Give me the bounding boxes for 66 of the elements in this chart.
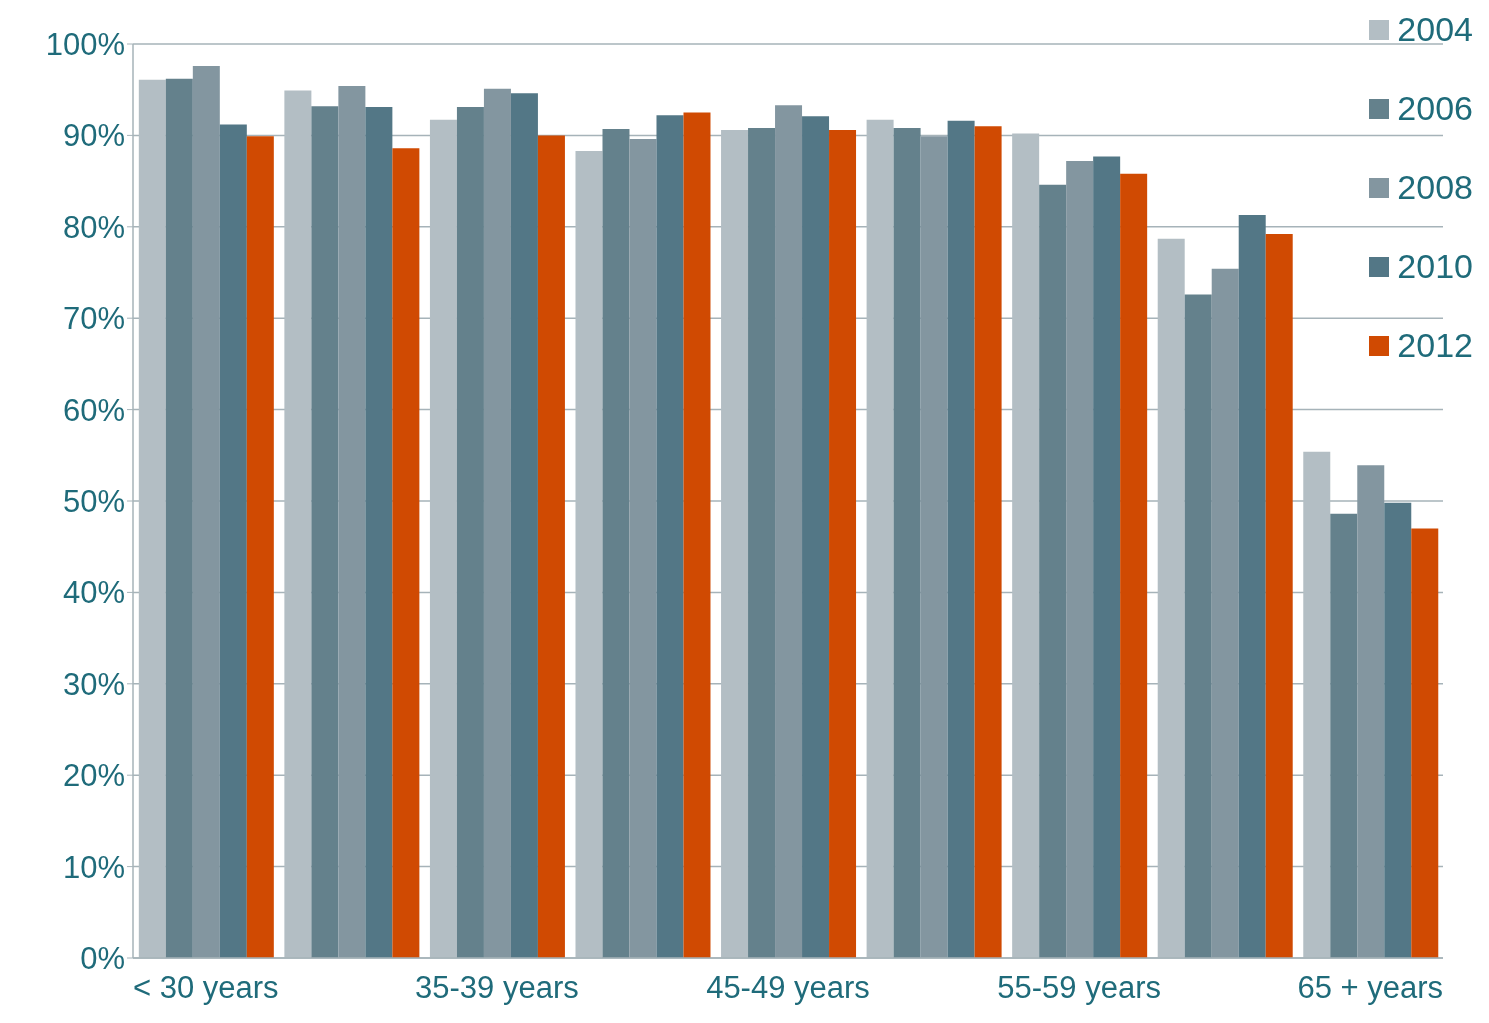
bar	[893, 128, 921, 958]
y-tick-label: 20%	[62, 758, 125, 794]
bar	[456, 107, 484, 958]
bar	[947, 120, 975, 958]
bar	[866, 119, 894, 958]
x-tick-label: < 30 years	[132, 970, 279, 1006]
bar	[537, 135, 565, 958]
bar	[1238, 214, 1266, 958]
y-tick-label: 40%	[62, 575, 125, 611]
bar	[311, 106, 339, 958]
bar	[165, 78, 193, 958]
y-tick-label: 100%	[45, 27, 125, 63]
y-tick-label: 80%	[62, 209, 125, 245]
bar	[748, 128, 776, 958]
bar	[920, 136, 948, 958]
y-tick-label: 50%	[62, 484, 125, 520]
bar	[1184, 294, 1212, 958]
bar	[1330, 513, 1358, 958]
bar	[246, 136, 274, 958]
x-tick-label: 65 + years	[1297, 970, 1444, 1006]
y-tick-label: 0%	[80, 941, 125, 977]
bar	[338, 86, 366, 958]
bar	[1265, 234, 1293, 958]
bar	[1357, 465, 1385, 958]
bar	[365, 107, 393, 958]
bar	[1012, 133, 1040, 958]
bar	[575, 150, 603, 958]
bar	[629, 139, 657, 958]
bar	[1303, 451, 1331, 958]
bar	[392, 148, 420, 958]
bar	[721, 129, 749, 958]
x-tick-label: 55-59 years	[997, 970, 1161, 1006]
bar	[974, 126, 1002, 958]
legend-label: 2010	[1397, 247, 1473, 286]
bar	[429, 119, 457, 958]
bar	[775, 105, 803, 958]
bar	[1066, 160, 1094, 958]
bar	[1093, 156, 1121, 958]
y-tick-label: 60%	[62, 392, 125, 428]
bar	[1411, 528, 1439, 958]
bar	[602, 129, 630, 958]
legend-label: 2006	[1397, 89, 1473, 128]
bar	[138, 79, 166, 958]
bar	[483, 88, 511, 958]
bar	[219, 124, 247, 958]
bar	[829, 129, 857, 958]
y-tick-label: 70%	[62, 301, 125, 337]
legend-label: 2008	[1397, 168, 1473, 207]
bar	[1157, 238, 1185, 958]
legend-label: 2004	[1397, 10, 1473, 49]
bar	[1211, 268, 1239, 958]
bar	[1039, 184, 1067, 958]
bar	[192, 65, 220, 958]
legend-label: 2012	[1397, 326, 1473, 365]
bar	[284, 90, 312, 958]
bar	[510, 93, 538, 958]
y-tick-label: 10%	[62, 849, 125, 885]
bar	[1384, 502, 1412, 958]
x-tick-label: 35-39 years	[415, 970, 579, 1006]
x-tick-label: 45-49 years	[706, 970, 870, 1006]
bar	[802, 116, 830, 958]
bar	[1120, 173, 1148, 958]
y-tick-label: 90%	[62, 118, 125, 154]
y-tick-label: 30%	[62, 666, 125, 702]
bar	[656, 115, 684, 958]
bar	[683, 112, 711, 958]
